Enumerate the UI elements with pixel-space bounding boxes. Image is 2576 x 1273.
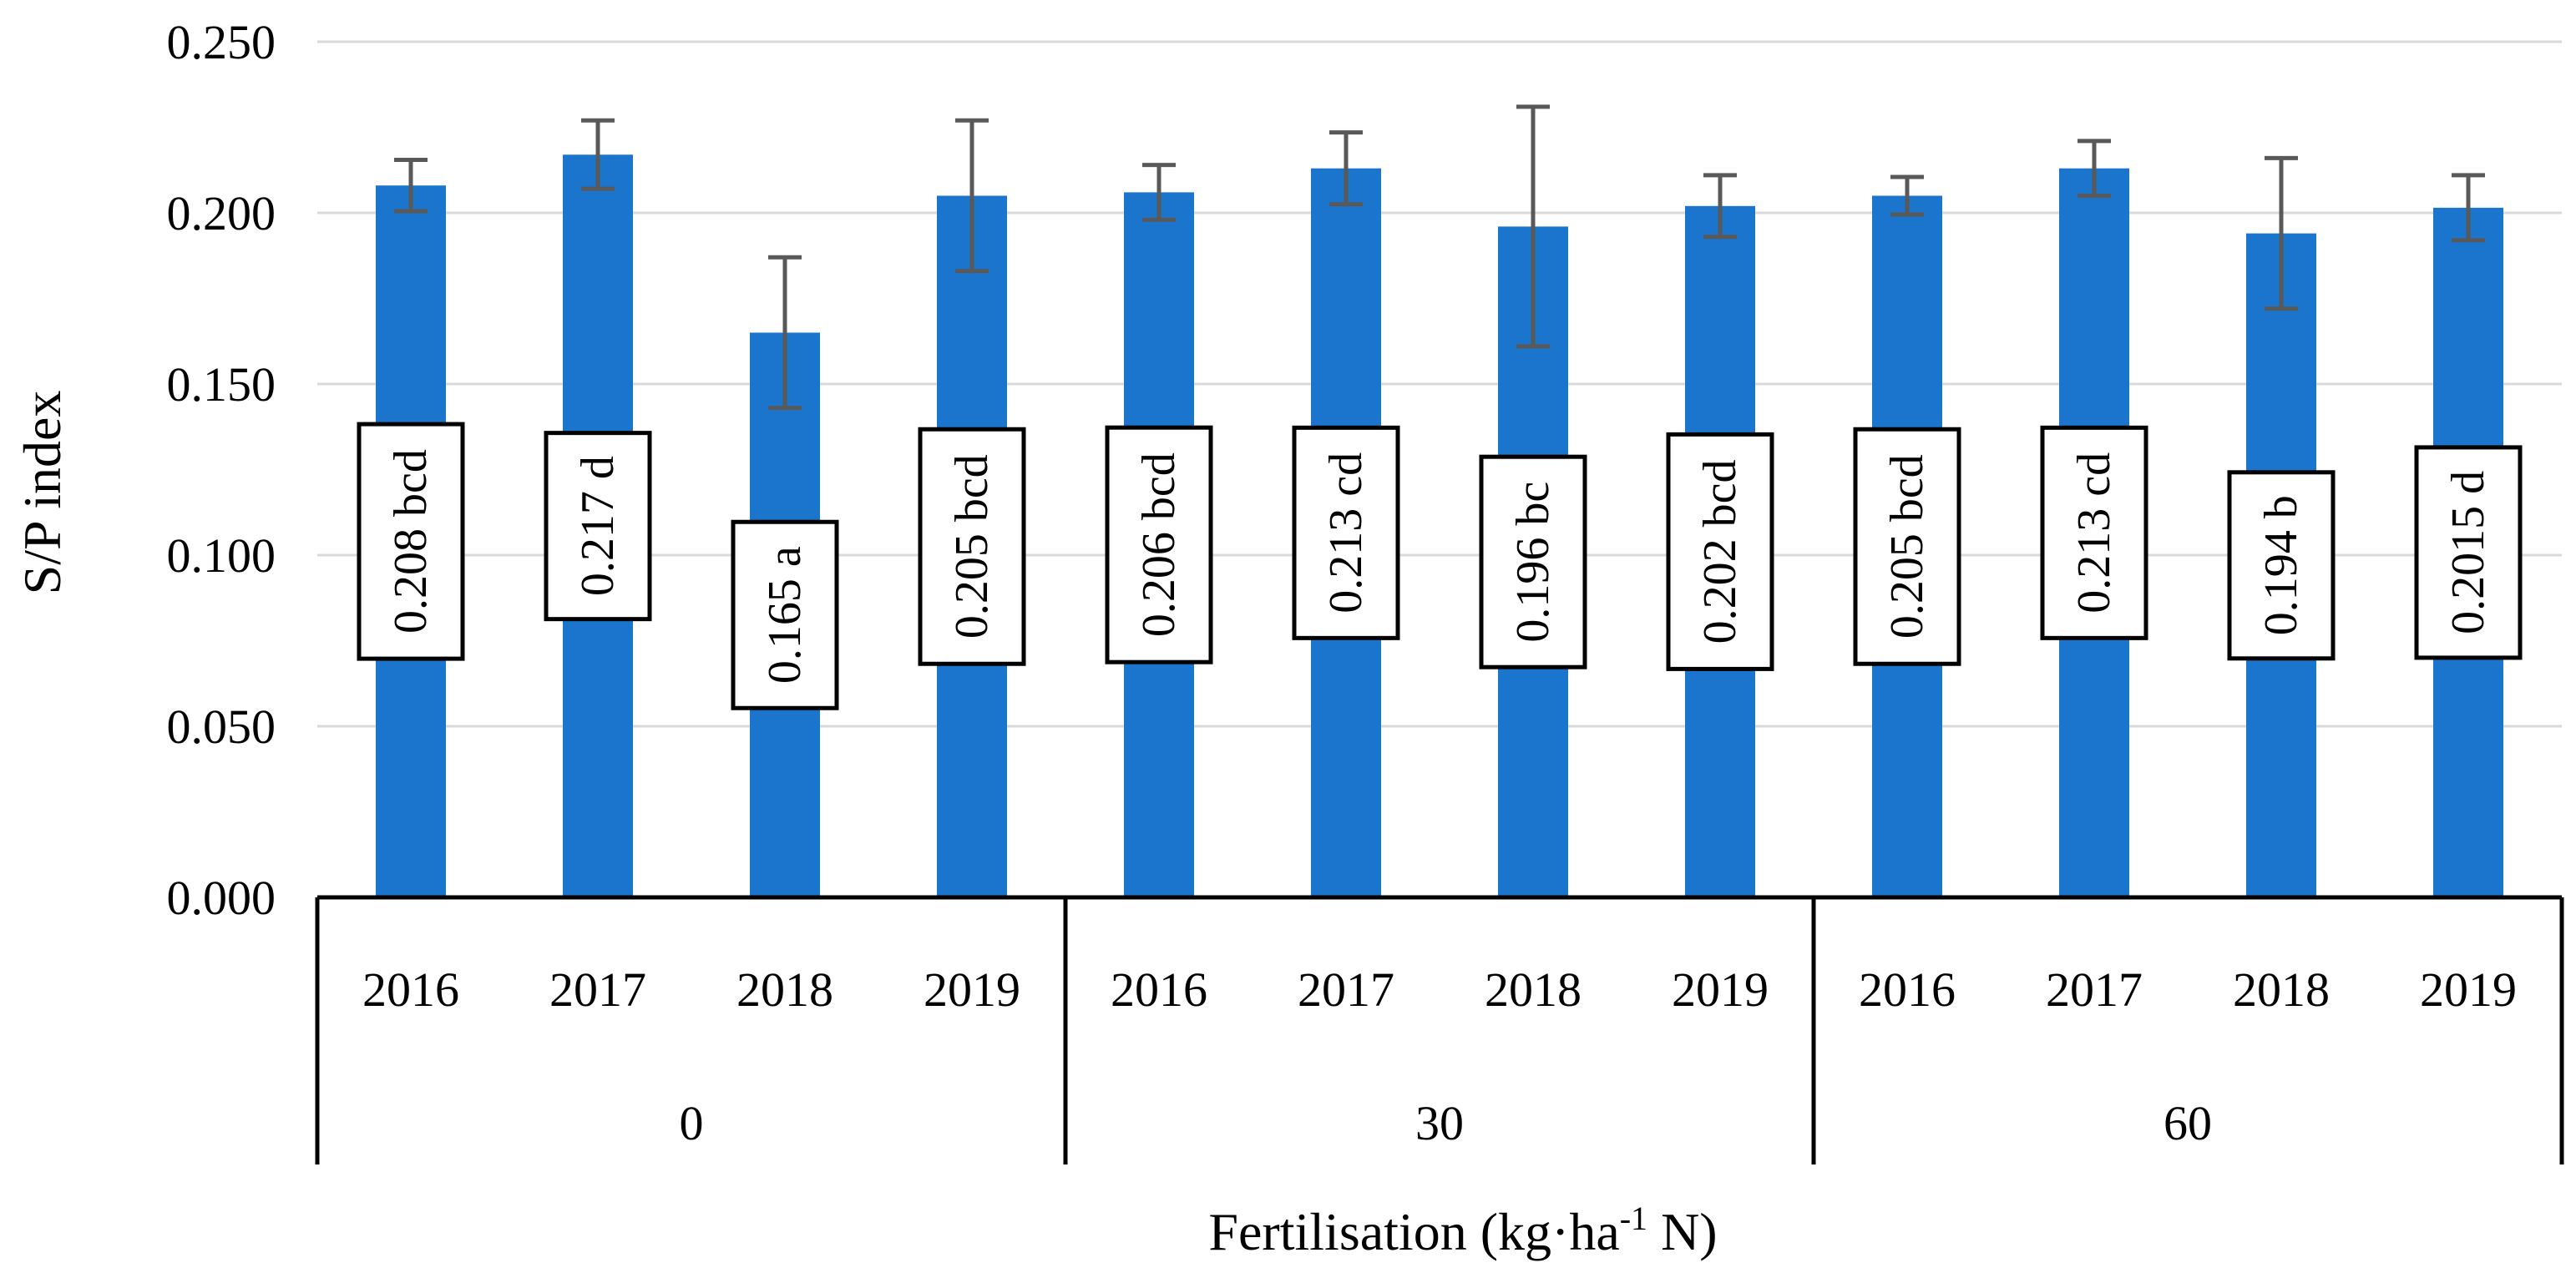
x-tick-year: 2019	[1672, 962, 1769, 1017]
y-axis-ticks: 0.000 0.050 0.100 0.150 0.200 0.250	[167, 15, 276, 925]
data-label-box	[918, 427, 1026, 666]
data-label-box	[1853, 427, 1961, 666]
data-label: 0.202 bcd	[1694, 459, 1746, 644]
x-axis-title-superscript: -1	[1620, 1200, 1647, 1237]
data-label: 0.213 cd	[2068, 452, 2120, 614]
data-label-box	[1105, 425, 1213, 664]
x-group-label: 0	[680, 1096, 704, 1150]
gridlines	[317, 40, 2562, 728]
error-bars	[394, 104, 2485, 411]
x-tick-year: 2016	[362, 962, 459, 1017]
y-axis-title: S/P index	[13, 391, 72, 595]
y-tick-label: 0.250	[167, 15, 276, 69]
data-labels: 0.208 bcd 0.217 d 0.165 a 0.205 bcd 0.206 bc…	[357, 422, 2523, 710]
data-label-box	[2040, 425, 2148, 640]
x-tick-year: 2017	[549, 962, 646, 1017]
x-tick-year: 2018	[1485, 962, 1582, 1017]
x-group-label: 30	[1415, 1096, 1464, 1150]
data-label: 0.196 bc	[1507, 482, 1559, 643]
x-axis-title-main: Fertilisation (kg·ha	[1208, 1202, 1619, 1261]
data-label: 0.194 b	[2255, 495, 2307, 635]
y-tick-label: 0.150	[167, 357, 276, 412]
data-label: 0.206 bcd	[1133, 452, 1185, 637]
x-tick-year: 2019	[924, 962, 1020, 1017]
data-label: 0.2015 d	[2442, 471, 2494, 634]
data-label: 0.208 bcd	[385, 449, 437, 634]
y-tick-label: 0.000	[167, 871, 276, 925]
bars	[376, 154, 2503, 898]
x-group-label: 60	[2164, 1096, 2212, 1150]
x-axis-title: Fertilisation (kg·ha-1 N)	[1208, 1200, 1717, 1261]
data-label-box	[2227, 470, 2336, 661]
data-label-box	[2414, 445, 2523, 660]
y-tick-label: 0.050	[167, 700, 276, 754]
x-tick-year: 2018	[736, 962, 833, 1017]
x-axis-title-end: N)	[1647, 1202, 1718, 1261]
y-tick-label: 0.200	[167, 186, 276, 240]
x-tick-year: 2016	[1859, 962, 1956, 1017]
x-tick-year: 2019	[2420, 962, 2517, 1017]
data-label-box	[1479, 454, 1587, 669]
data-label-box	[1666, 432, 1774, 671]
data-label-box	[544, 431, 652, 622]
x-axis: 2016 2017 2018 2019 2016 2017 2018 2019 2016 2017…	[315, 895, 2564, 1164]
data-label-box	[357, 422, 465, 661]
x-tick-year: 2017	[2046, 962, 2143, 1017]
data-label: 0.205 bcd	[946, 454, 998, 639]
data-label: 0.213 cd	[1320, 452, 1372, 614]
x-tick-year: 2016	[1111, 962, 1207, 1017]
data-label-box	[1292, 425, 1400, 640]
data-label-box	[731, 519, 839, 710]
data-label: 0.165 a	[759, 546, 811, 684]
y-tick-label: 0.100	[167, 528, 276, 583]
x-tick-year: 2018	[2233, 962, 2330, 1017]
data-label: 0.205 bcd	[1881, 454, 1933, 639]
data-label: 0.217 d	[572, 456, 624, 596]
x-tick-year: 2017	[1298, 962, 1394, 1017]
